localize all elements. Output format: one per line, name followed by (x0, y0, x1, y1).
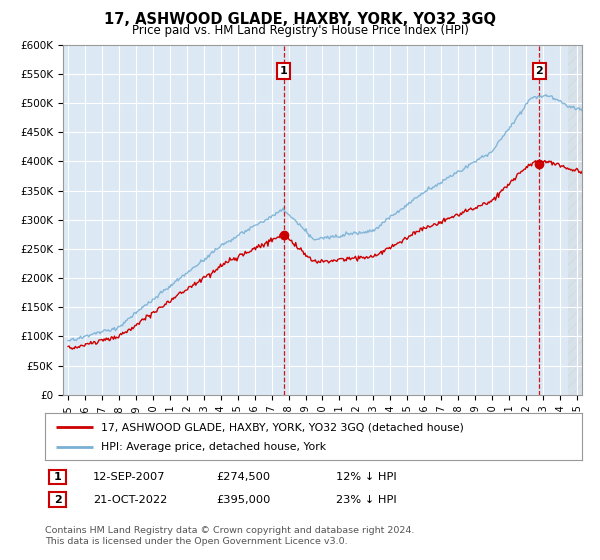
Text: HPI: Average price, detached house, York: HPI: Average price, detached house, York (101, 442, 326, 452)
Text: 1: 1 (54, 472, 61, 482)
Text: 1: 1 (280, 66, 287, 76)
Text: 12-SEP-2007: 12-SEP-2007 (93, 472, 166, 482)
Text: 17, ASHWOOD GLADE, HAXBY, YORK, YO32 3GQ (detached house): 17, ASHWOOD GLADE, HAXBY, YORK, YO32 3GQ… (101, 422, 464, 432)
Text: 12% ↓ HPI: 12% ↓ HPI (336, 472, 397, 482)
Text: Contains HM Land Registry data © Crown copyright and database right 2024.
This d: Contains HM Land Registry data © Crown c… (45, 526, 415, 546)
Text: £274,500: £274,500 (216, 472, 270, 482)
Text: 21-OCT-2022: 21-OCT-2022 (93, 494, 167, 505)
Text: 17, ASHWOOD GLADE, HAXBY, YORK, YO32 3GQ: 17, ASHWOOD GLADE, HAXBY, YORK, YO32 3GQ (104, 12, 496, 27)
Text: 23% ↓ HPI: 23% ↓ HPI (336, 494, 397, 505)
Text: 2: 2 (54, 494, 61, 505)
Text: Price paid vs. HM Land Registry's House Price Index (HPI): Price paid vs. HM Land Registry's House … (131, 24, 469, 36)
Text: £395,000: £395,000 (216, 494, 271, 505)
Text: 2: 2 (536, 66, 544, 76)
